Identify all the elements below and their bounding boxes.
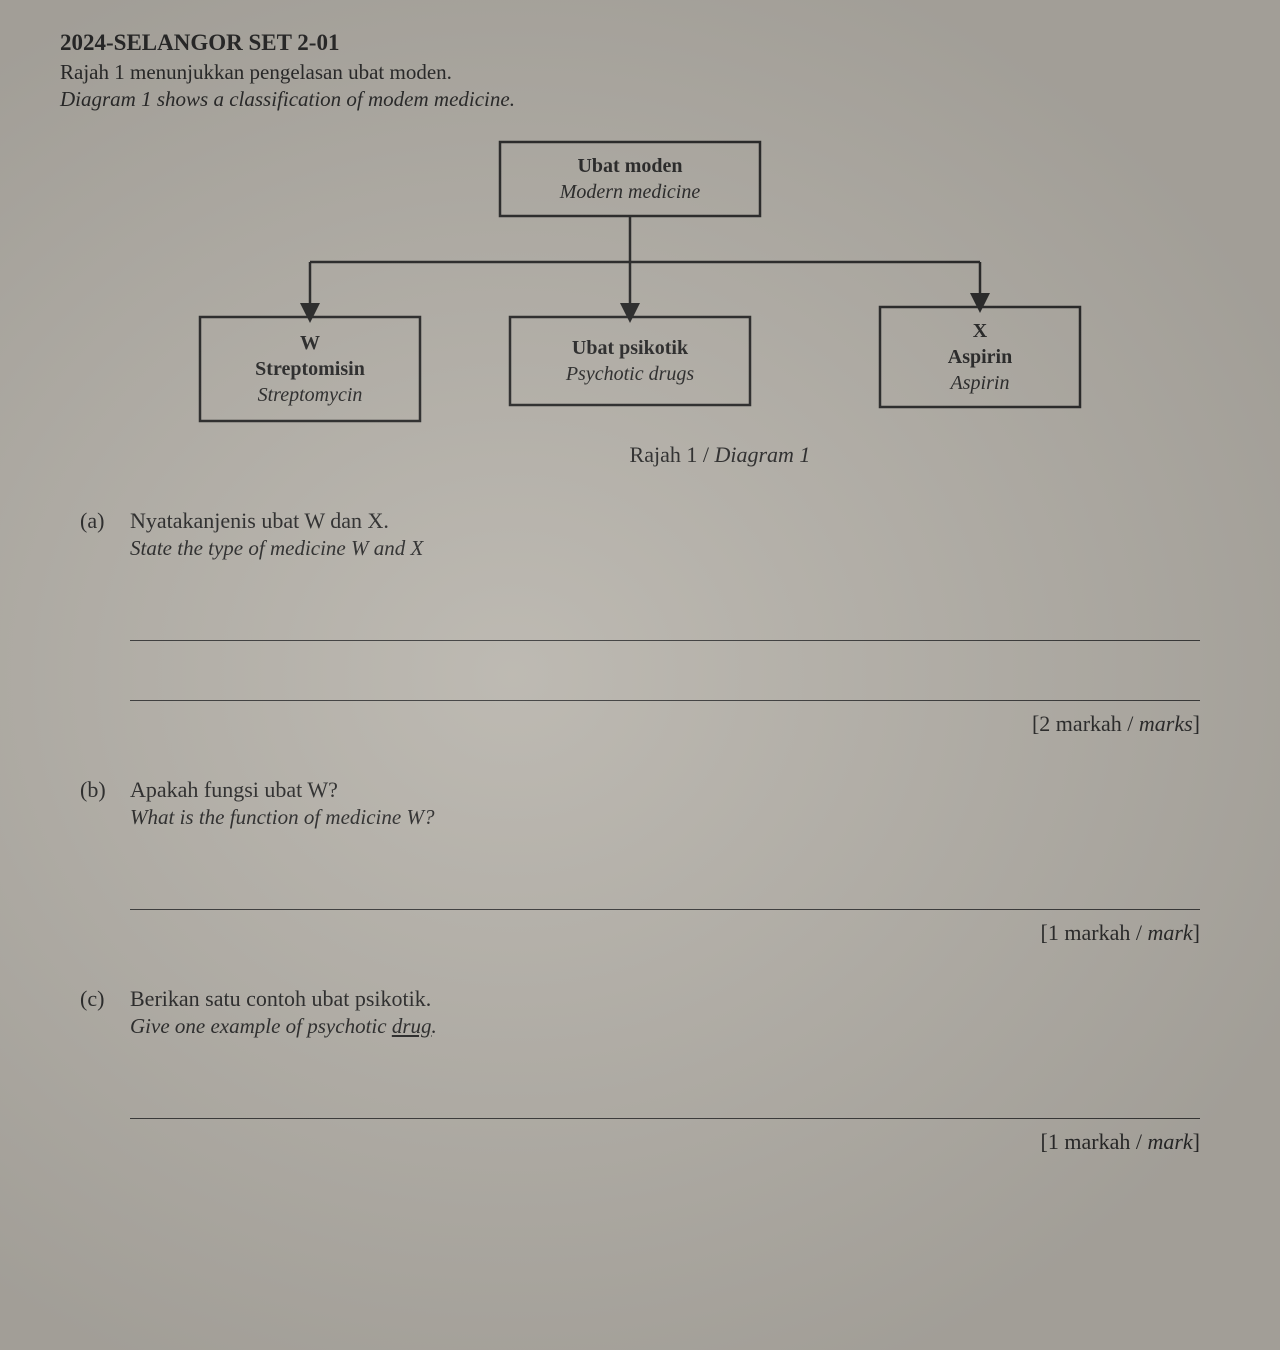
question-label: (a) (80, 508, 116, 737)
question-a: (a) Nyatakanjenis ubat W dan X. State th… (80, 508, 1200, 737)
svg-text:Ubat moden: Ubat moden (577, 155, 682, 177)
answer-blank (130, 1069, 1200, 1119)
caption-ms: Rajah 1 / (630, 442, 709, 467)
question-c: (c) Berikan satu contoh ubat psikotik. G… (80, 986, 1200, 1155)
answer-blank (130, 860, 1200, 910)
question-label: (c) (80, 986, 116, 1155)
question-label: (b) (80, 777, 116, 946)
question-text-ms: Apakah fungsi ubat W? (130, 777, 1200, 803)
question-text-en: What is the function of medicine W? (130, 805, 1200, 830)
svg-text:Streptomisin: Streptomisin (255, 358, 365, 380)
question-text-en: State the type of medicine W and X (130, 536, 1200, 561)
question-text-ms: Berikan satu contoh ubat psikotik. (130, 986, 1200, 1012)
svg-text:Ubat psikotik: Ubat psikotik (572, 337, 689, 359)
caption-en: Diagram 1 (709, 442, 810, 467)
marks-label: [1 markah / mark] (130, 920, 1200, 946)
answer-blank (130, 651, 1200, 701)
marks-label: [2 markah / marks] (130, 711, 1200, 737)
tree-svg: Ubat moden Modern medicine W Streptomisin St… (120, 132, 1140, 432)
answer-blank (130, 591, 1200, 641)
marks-label: [1 markah / mark] (130, 1129, 1200, 1155)
classification-diagram: Ubat moden Modern medicine W Streptomisin St… (60, 132, 1200, 432)
questions-section: (a) Nyatakanjenis ubat W dan X. State th… (60, 508, 1200, 1155)
question-text-ms: Nyatakanjenis ubat W dan X. (130, 508, 1200, 534)
svg-text:X: X (973, 320, 988, 342)
exam-set-title: 2024-SELANGOR SET 2-01 (60, 30, 1200, 56)
question-b: (b) Apakah fungsi ubat W? What is the fu… (80, 777, 1200, 946)
svg-text:Streptomycin: Streptomycin (258, 384, 363, 406)
svg-text:Psychotic drugs: Psychotic drugs (565, 363, 695, 385)
svg-text:W: W (300, 332, 320, 354)
svg-text:Aspirin: Aspirin (949, 372, 1010, 394)
instruction-ms: Rajah 1 menunjukkan pengelasan ubat mode… (60, 60, 1200, 85)
instruction-en: Diagram 1 shows a classification of mode… (60, 87, 1200, 112)
svg-text:Aspirin: Aspirin (948, 346, 1012, 368)
diagram-caption: Rajah 1 / Diagram 1 (60, 442, 1200, 468)
svg-text:Modern medicine: Modern medicine (559, 181, 701, 203)
question-text-en: Give one example of psychotic drug. (130, 1014, 1200, 1039)
document-header: 2024-SELANGOR SET 2-01 Rajah 1 menunjukk… (60, 30, 1200, 112)
